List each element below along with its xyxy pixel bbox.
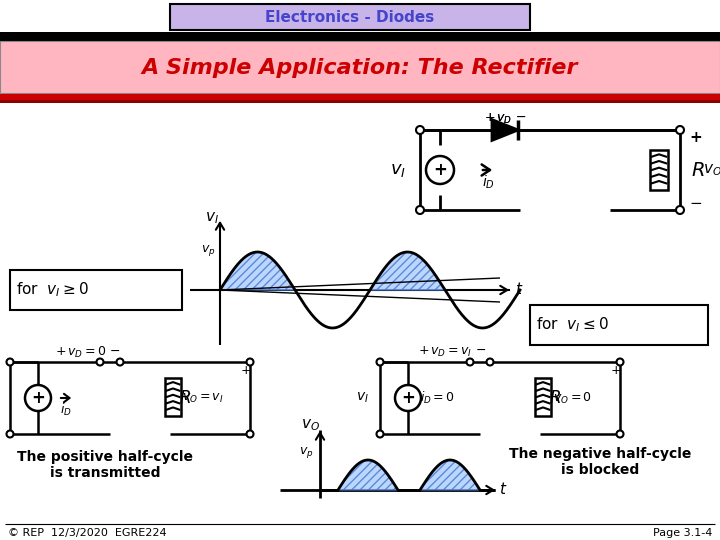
Circle shape (395, 385, 421, 411)
Text: $i_D = 0$: $i_D = 0$ (420, 390, 456, 406)
Bar (165, 378, 181, 416)
Text: $+\,v_D = v_I\,-$: $+\,v_D = v_I\,-$ (418, 345, 486, 359)
Text: t: t (499, 483, 505, 497)
Circle shape (416, 206, 424, 214)
Text: The positive half-cycle
is transmitted: The positive half-cycle is transmitted (17, 450, 193, 480)
Circle shape (676, 126, 684, 134)
Bar (170, 4, 530, 30)
Circle shape (25, 385, 51, 411)
Text: $v_O = 0$: $v_O = 0$ (554, 390, 593, 406)
Bar (0, 32, 720, 41)
Circle shape (117, 359, 124, 366)
Circle shape (246, 359, 253, 366)
Text: for  $v_I \leq 0$: for $v_I \leq 0$ (536, 316, 608, 334)
Bar (0, 94, 720, 100)
Text: +: + (401, 389, 415, 407)
Circle shape (246, 430, 253, 437)
Text: +: + (433, 161, 447, 179)
Text: $v_I$: $v_I$ (205, 210, 219, 226)
Circle shape (426, 156, 454, 184)
Bar (530, 305, 708, 345)
Bar (0, 100, 720, 103)
Text: $R$: $R$ (691, 160, 705, 179)
Text: $v_O = v_I$: $v_O = v_I$ (182, 392, 224, 404)
Circle shape (467, 359, 474, 366)
Text: © REP  12/3/2020  EGRE224: © REP 12/3/2020 EGRE224 (8, 528, 166, 538)
Text: $v_I$: $v_I$ (356, 391, 369, 405)
Bar (650, 150, 668, 190)
Text: Page 3.1-4: Page 3.1-4 (652, 528, 712, 538)
Circle shape (6, 359, 14, 366)
Bar (0, 41, 720, 93)
Text: $-$: $-$ (690, 194, 703, 210)
Text: $+\,v_D = 0\,-$: $+\,v_D = 0\,-$ (55, 345, 121, 360)
Circle shape (377, 430, 384, 437)
Text: $v_O$: $v_O$ (703, 162, 720, 178)
Text: +: + (31, 389, 45, 407)
Bar (535, 378, 551, 416)
Bar (10, 270, 182, 310)
Text: $R$: $R$ (179, 389, 191, 407)
Polygon shape (492, 119, 518, 140)
Bar (0, 41, 720, 46)
Text: Electronics - Diodes: Electronics - Diodes (266, 10, 435, 24)
Text: A Simple Application: The Rectifier: A Simple Application: The Rectifier (142, 58, 578, 78)
Text: $+\,v_D\,-$: $+\,v_D\,-$ (484, 112, 526, 126)
Circle shape (487, 359, 493, 366)
Circle shape (6, 430, 14, 437)
Text: $v_I$: $v_I$ (390, 161, 406, 179)
Text: $i_D$: $i_D$ (60, 402, 72, 418)
Circle shape (676, 206, 684, 214)
Circle shape (377, 359, 384, 366)
Text: t: t (515, 282, 521, 298)
Text: +: + (240, 363, 251, 376)
Circle shape (416, 126, 424, 134)
Text: +: + (611, 363, 621, 376)
Text: for  $v_I \geq 0$: for $v_I \geq 0$ (16, 281, 89, 299)
Text: $v_p$: $v_p$ (201, 242, 215, 258)
Circle shape (96, 359, 104, 366)
Text: $+\,v_D\,-$: $+\,v_D\,-$ (484, 112, 526, 126)
Text: The negative half-cycle
is blocked: The negative half-cycle is blocked (509, 447, 691, 477)
Text: $v_O$: $v_O$ (300, 417, 320, 433)
Text: $R$: $R$ (549, 389, 561, 407)
Text: $i_D$: $i_D$ (482, 173, 495, 191)
Text: +: + (690, 131, 703, 145)
Text: $v_p$: $v_p$ (299, 444, 313, 460)
Circle shape (616, 359, 624, 366)
Circle shape (616, 430, 624, 437)
